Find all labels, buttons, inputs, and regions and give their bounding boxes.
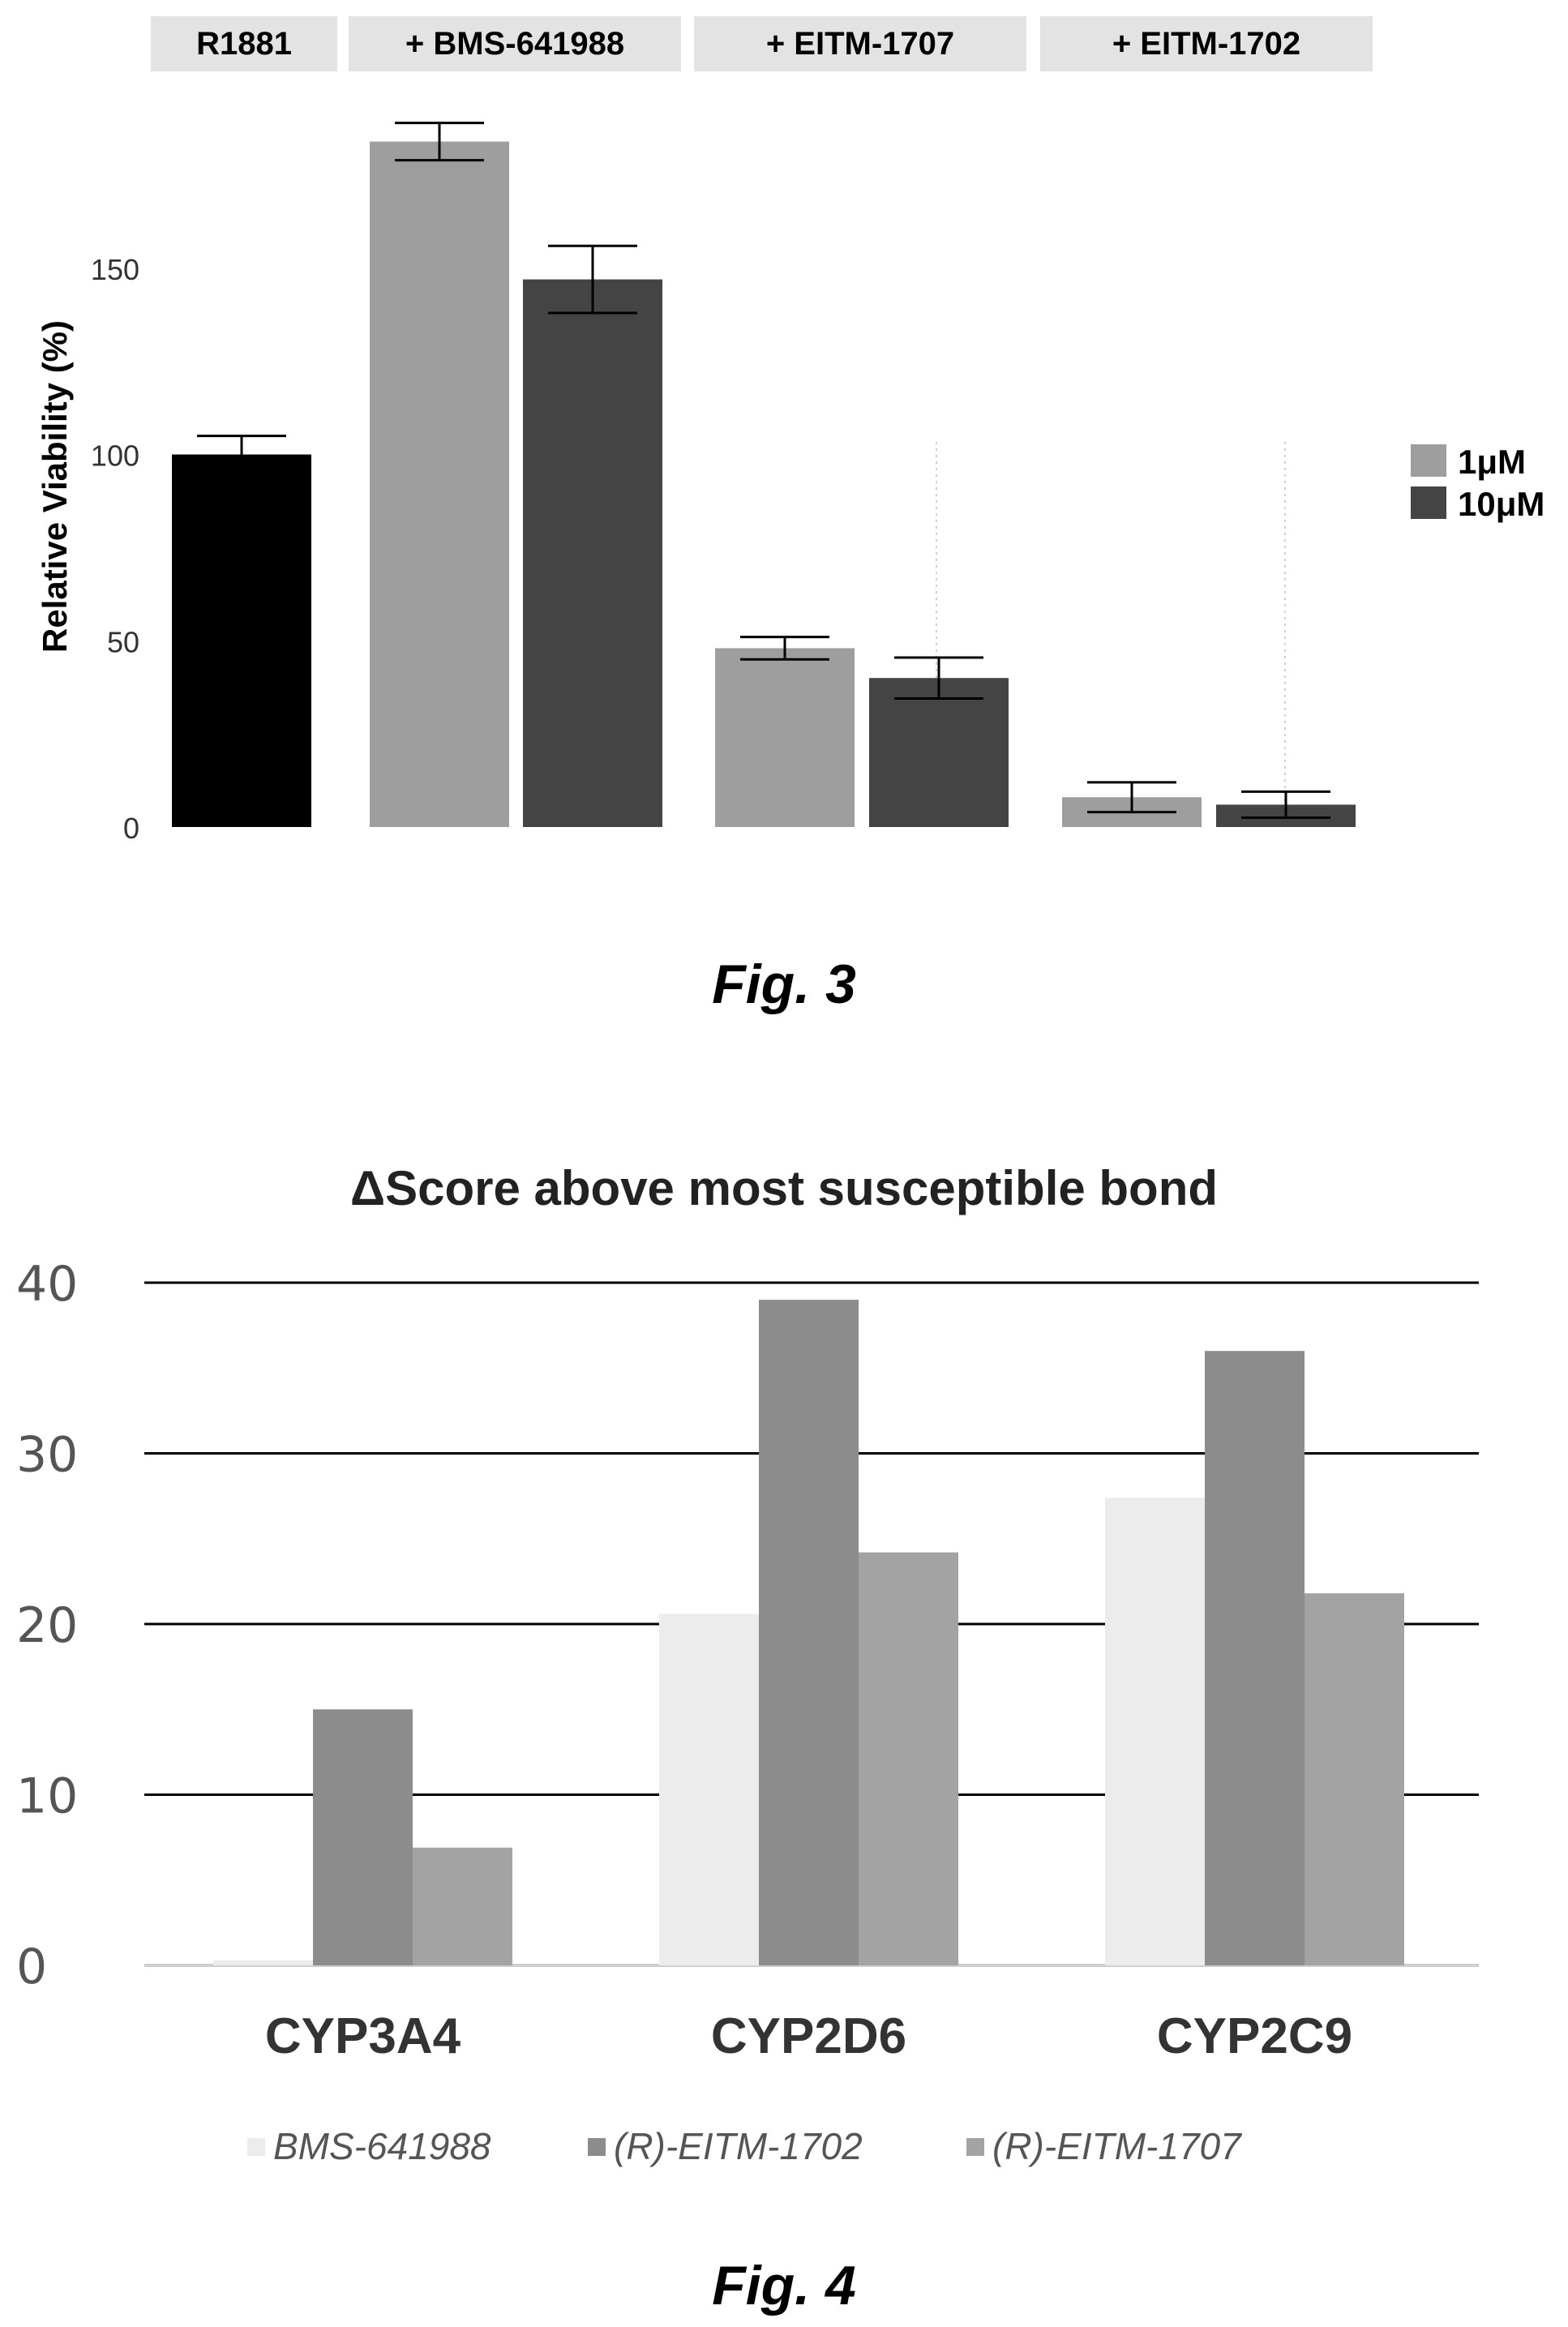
y-axis-label: Relative Viability (%) (36, 320, 74, 653)
bar (213, 1960, 313, 1965)
legend-label: 1μM (1458, 443, 1526, 481)
legend-swatch (966, 2138, 984, 2156)
legend-label: 10μM (1458, 485, 1544, 523)
y-tick-label: 100 (91, 439, 139, 473)
y-tick-label: 0 (123, 812, 139, 845)
error-bar (894, 656, 983, 700)
y-tick-label: 20 (16, 1597, 78, 1654)
error-bar (197, 435, 286, 475)
error-bar (1087, 781, 1176, 814)
error-bar (395, 122, 484, 162)
bar (869, 678, 1009, 827)
group-header-label: + EITM-1702 (1112, 26, 1300, 62)
legend-swatch (588, 2138, 606, 2156)
bar (715, 648, 855, 827)
category-label: CYP2D6 (711, 2008, 906, 2064)
bar (1305, 1593, 1404, 1965)
legend-label: (R)-EITM-1707 (992, 2125, 1242, 2167)
legend-label: (R)-EITM-1702 (614, 2125, 863, 2167)
group-header-box (349, 16, 681, 71)
y-tick-label: 0 (16, 1939, 47, 1995)
bar (413, 1847, 512, 1965)
category-label: CYP2C9 (1157, 2008, 1352, 2064)
group-header-label: R1881 (196, 26, 292, 62)
y-tick-label: 10 (16, 1768, 78, 1825)
chart-title: ΔScore above most susceptible bond (350, 1161, 1218, 1215)
bar (759, 1300, 859, 1965)
group-header-box (694, 16, 1026, 71)
category-label: CYP3A4 (265, 2008, 461, 2064)
bar (523, 279, 662, 827)
legend-swatch (1411, 486, 1446, 519)
fig4-caption: Fig. 4 (712, 2255, 856, 2316)
y-tick-label: 40 (16, 1256, 78, 1313)
bar (1205, 1351, 1305, 1965)
group-header-box (1040, 16, 1373, 71)
group-header-label: + BMS-641988 (405, 26, 624, 62)
y-tick-label: 150 (91, 253, 139, 286)
bar (659, 1613, 759, 1965)
fig3-caption: Fig. 3 (712, 954, 856, 1015)
y-tick-label: 50 (107, 625, 139, 658)
y-tick-label: 30 (16, 1427, 78, 1484)
group-header-label: + EITM-1707 (766, 26, 954, 62)
bar (313, 1709, 413, 1965)
legend-swatch (1411, 444, 1446, 477)
legend-swatch (247, 2138, 265, 2156)
bar (859, 1552, 958, 1965)
error-bar (1241, 790, 1330, 820)
bar (172, 454, 311, 827)
bar (1105, 1498, 1205, 1965)
viability-bar-chart: R1881 + BMS-641988 + EITM-1707 + EITM-1702 0… (36, 16, 1544, 845)
error-bar (548, 244, 637, 315)
legend-label: BMS-641988 (273, 2125, 491, 2167)
group-header-box (151, 16, 337, 71)
bar (370, 141, 509, 827)
error-bar (740, 636, 829, 661)
